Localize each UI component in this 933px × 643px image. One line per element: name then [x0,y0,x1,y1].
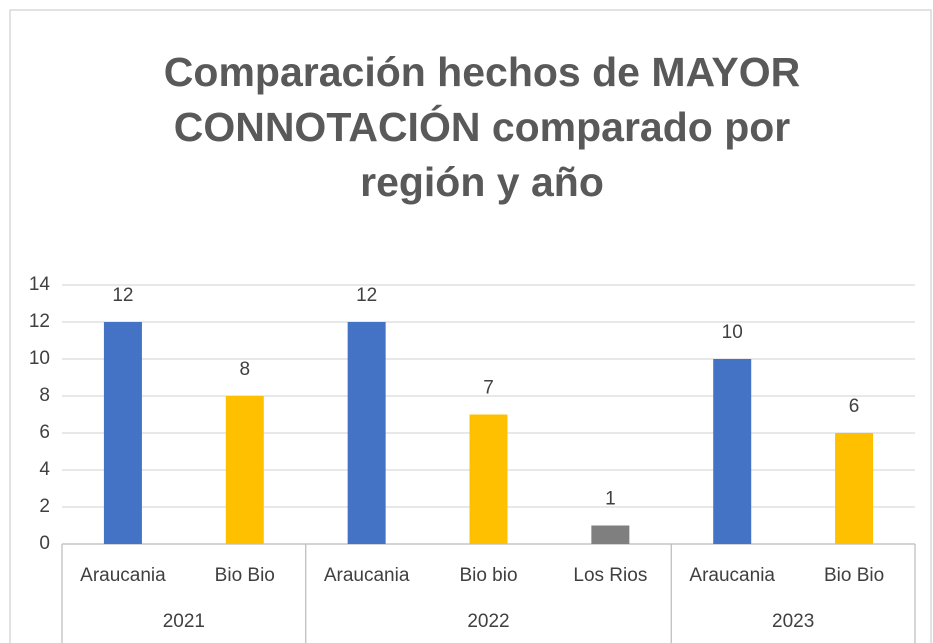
y-tick-label: 4 [39,459,50,480]
y-tick-label: 8 [39,385,50,406]
bar [713,359,752,544]
y-tick-label: 6 [39,422,50,443]
x-tick-label: Los Rios [573,565,647,586]
chart-title: región y año [360,159,604,205]
y-tick-label: 12 [29,311,50,332]
data-label: 7 [483,378,494,399]
data-label: 10 [722,322,743,343]
x-tick-label: Bio Bio [215,565,275,586]
bar [347,322,386,544]
bar [103,322,142,544]
bar [225,396,264,544]
data-label: 12 [356,285,377,306]
bar [835,433,874,544]
x-tick-label: Araucania [324,565,410,586]
data-label: 8 [239,359,250,380]
x-tick-label: Bio bio [459,565,517,586]
y-tick-label: 14 [29,274,51,295]
data-label: 12 [112,285,133,306]
data-label: 1 [605,489,616,510]
chart-title: Comparación hechos de MAYOR [164,49,800,95]
group-label: 2022 [467,611,509,632]
data-label: 6 [849,396,860,417]
y-tick-label: 10 [29,348,50,369]
y-tick-label: 0 [39,533,50,554]
x-tick-label: Araucania [80,565,166,586]
y-tick-label: 2 [39,496,50,517]
x-tick-label: Bio Bio [824,565,884,586]
group-label: 2023 [772,611,814,632]
group-label: 2021 [163,611,205,632]
chart-title: CONNOTACIÓN comparado por [174,104,791,150]
bar [469,414,508,544]
x-tick-label: Araucania [689,565,775,586]
bar [591,525,630,544]
